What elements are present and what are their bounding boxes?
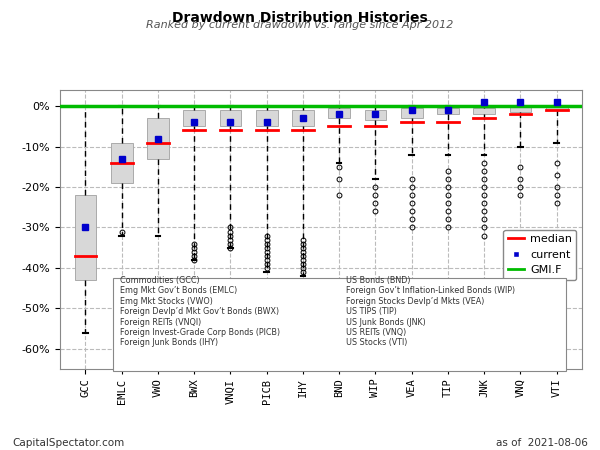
Text: Commodities (GCC)
Emg Mkt Gov’t Bonds (EMLC)
Emg Mkt Stocks (VWO)
Foreign Devlp’: Commodities (GCC) Emg Mkt Gov’t Bonds (E… bbox=[120, 276, 280, 347]
Bar bbox=[473, 108, 495, 114]
Text: US Bonds (BND)
Foreign Gov’t Inflation-Linked Bonds (WIP)
Foreign Stocks Devlp’d: US Bonds (BND) Foreign Gov’t Inflation-L… bbox=[346, 276, 515, 347]
Bar bbox=[509, 107, 531, 112]
Bar bbox=[437, 108, 459, 114]
Bar bbox=[183, 110, 205, 126]
FancyBboxPatch shape bbox=[113, 278, 566, 371]
Bar bbox=[74, 195, 96, 280]
Bar bbox=[147, 118, 169, 159]
Text: Ranked by current drawdown vs. range since Apr 2012: Ranked by current drawdown vs. range sin… bbox=[146, 20, 454, 30]
Text: CapitalSpectator.com: CapitalSpectator.com bbox=[12, 438, 124, 448]
Bar bbox=[111, 143, 133, 183]
Text: Drawdown Distribution Histories: Drawdown Distribution Histories bbox=[172, 11, 428, 25]
Text: as of  2021-08-06: as of 2021-08-06 bbox=[496, 438, 588, 448]
Bar bbox=[220, 110, 241, 126]
Bar bbox=[401, 108, 422, 118]
Bar bbox=[292, 110, 314, 126]
Bar bbox=[546, 107, 568, 110]
Legend: median, current, GMI.F: median, current, GMI.F bbox=[503, 230, 577, 280]
Bar bbox=[365, 110, 386, 120]
Bar bbox=[256, 110, 277, 126]
Bar bbox=[328, 108, 350, 118]
